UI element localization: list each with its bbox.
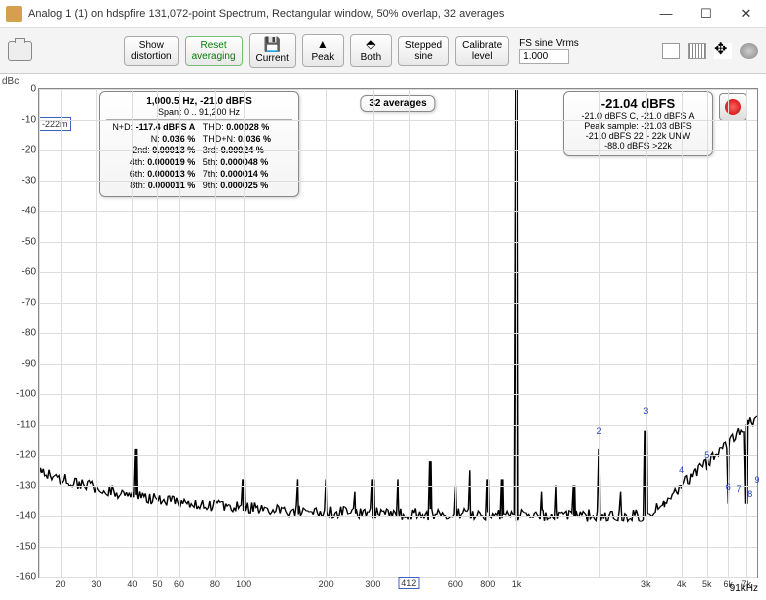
harmonic-label: 2 xyxy=(597,426,602,436)
record-button[interactable] xyxy=(719,93,747,121)
x-axis-label: 91kHz xyxy=(730,583,758,594)
calibrate-level-button[interactable]: Calibratelevel xyxy=(455,36,509,66)
peak-button[interactable]: ▲Peak xyxy=(302,34,344,66)
y-tick: -140 xyxy=(16,511,39,522)
y-tick: -30 xyxy=(22,175,39,186)
distortion-row: 4th: 0.000019 %5th: 0.000048 % xyxy=(106,157,292,169)
distortion-row: 2nd: 0.00013 %3rd: 0.00024 % xyxy=(106,145,292,157)
grid-icon[interactable] xyxy=(688,43,706,59)
x-tick: 4k xyxy=(677,577,687,589)
y-tick: -20 xyxy=(22,145,39,156)
x-tick: 1k xyxy=(512,577,522,589)
toolbar: Showdistortion Resetaveraging 💾Current ▲… xyxy=(0,28,766,74)
y-tick: -10 xyxy=(22,114,39,125)
harmonic-label: 4 xyxy=(679,465,684,475)
y-tick: -40 xyxy=(22,206,39,217)
harmonic-label: 5 xyxy=(704,450,709,460)
show-distortion-button[interactable]: Showdistortion xyxy=(124,36,179,66)
x-tick: 800 xyxy=(480,577,495,589)
distortion-row: 8th: 0.000011 %9th: 0.000025 % xyxy=(106,180,292,192)
x-tick: 80 xyxy=(210,577,220,589)
reset-averaging-button[interactable]: Resetaveraging xyxy=(185,36,243,66)
distortion-row: 6th: 0.000013 %7th: 0.000014 % xyxy=(106,169,292,181)
averages-badge: 32 averages xyxy=(360,95,435,112)
y-tick: -100 xyxy=(16,389,39,400)
level-title: -21.04 dBFS xyxy=(570,96,706,111)
plot-area: dBc -222m 1,000.5 Hz, -21.0 dBFS Span: 0… xyxy=(0,74,766,600)
x-tick: 200 xyxy=(319,577,334,589)
y-tick: -90 xyxy=(22,358,39,369)
harmonic-label: 3 xyxy=(643,406,648,416)
distortion-row: N: 0.036 %THD+N: 0.036 % xyxy=(106,134,292,146)
y-tick: -60 xyxy=(22,267,39,278)
x-tick: 60 xyxy=(174,577,184,589)
level-line: -21.0 dBFS 22 - 22k UNW xyxy=(570,131,706,141)
x-tick: 600 xyxy=(448,577,463,589)
app-icon xyxy=(6,6,22,22)
x-tick: 50 xyxy=(152,577,162,589)
harmonic-label: 9 xyxy=(754,475,759,485)
x-tick: 20 xyxy=(56,577,66,589)
harmonic-label: 7 xyxy=(737,484,742,494)
y-tick: -160 xyxy=(16,572,39,583)
close-button[interactable]: ✕ xyxy=(726,0,766,28)
display-mode-icon[interactable] xyxy=(662,43,680,59)
x-tick: 5k xyxy=(702,577,712,589)
x-tick: 3k xyxy=(641,577,651,589)
screenshot-icon[interactable] xyxy=(8,41,32,61)
y-tick: -150 xyxy=(16,541,39,552)
current-button[interactable]: 💾Current xyxy=(249,33,296,67)
y-tick: -110 xyxy=(17,419,39,430)
fit-icon[interactable]: ✥ xyxy=(714,43,732,59)
y-tick: -120 xyxy=(16,450,39,461)
x-tick: 100 xyxy=(236,577,251,589)
harmonic-label: 8 xyxy=(747,489,752,499)
y-tick: -80 xyxy=(22,328,39,339)
fs-sine-label: FS sine Vrms xyxy=(519,38,579,49)
fs-sine-group: FS sine Vrms xyxy=(519,38,579,64)
both-button[interactable]: ⬘Both xyxy=(350,34,392,66)
x-tick: 300 xyxy=(365,577,380,589)
info-span: Span: 0 .. 91,200 Hz xyxy=(106,107,292,120)
x-tick: 412 xyxy=(398,577,419,589)
window-title: Analog 1 (1) on hdspfire 131,072-point S… xyxy=(28,8,646,20)
level-info-panel: -21.04 dBFS -21.0 dBFS C, -21.0 dBFS APe… xyxy=(563,91,713,156)
level-line: Peak sample: -21.03 dBFS xyxy=(570,121,706,131)
x-tick: 30 xyxy=(91,577,101,589)
minimize-button[interactable]: — xyxy=(646,0,686,28)
maximize-button[interactable]: ☐ xyxy=(686,0,726,28)
settings-icon[interactable] xyxy=(740,43,758,59)
titlebar: Analog 1 (1) on hdspfire 131,072-point S… xyxy=(0,0,766,28)
fs-sine-input[interactable] xyxy=(519,49,569,64)
spectrum-plot[interactable]: -222m 1,000.5 Hz, -21.0 dBFS Span: 0 .. … xyxy=(38,88,758,578)
harmonic-label: 6 xyxy=(726,482,731,492)
y-axis-label: dBc xyxy=(2,76,19,87)
y-tick: -70 xyxy=(22,297,39,308)
distortion-row: N+D: -117.4 dBFS ATHD: 0.00028 % xyxy=(106,122,292,134)
y-tick: 0 xyxy=(30,84,39,95)
y-tick: -50 xyxy=(22,236,39,247)
y-tick: -130 xyxy=(16,480,39,491)
info-fundamental: 1,000.5 Hz, -21.0 dBFS xyxy=(106,96,292,107)
x-tick: 40 xyxy=(127,577,137,589)
stepped-sine-button[interactable]: Steppedsine xyxy=(398,36,449,66)
